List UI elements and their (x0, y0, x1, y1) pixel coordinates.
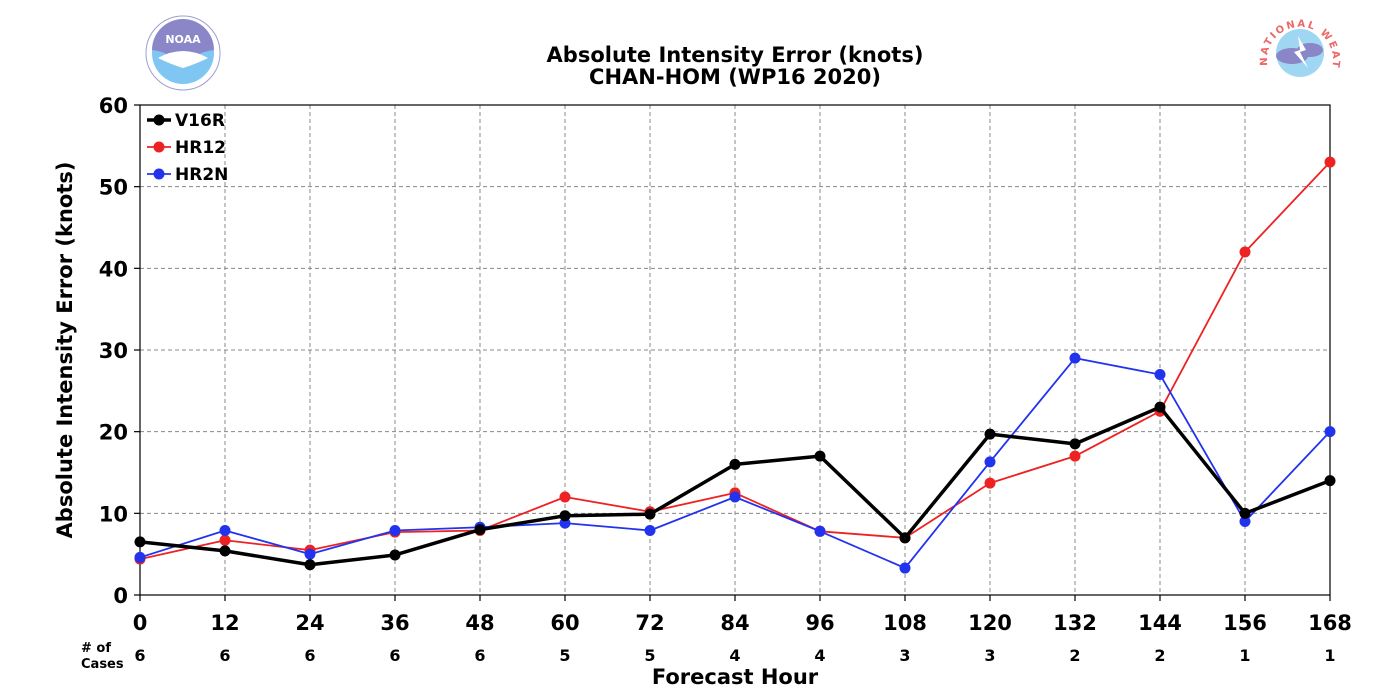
x-tick-label-72: 72 (635, 611, 664, 635)
legend-label-hr2n: HR2N (175, 165, 228, 185)
point-v16r-156 (1239, 507, 1251, 519)
x-tick-label-0: 0 (133, 611, 148, 635)
point-v16r-60 (559, 510, 571, 522)
y-tick-label-0: 0 (113, 584, 128, 608)
series-v16r (134, 401, 1336, 571)
point-hr2n-132 (1069, 352, 1081, 364)
series-group (134, 156, 1336, 574)
point-hr12-132 (1069, 450, 1081, 462)
cases-count-168: 1 (1324, 646, 1335, 665)
cases-count-156: 1 (1239, 646, 1250, 665)
point-hr12-12 (219, 534, 231, 546)
point-hr2n-12 (219, 524, 231, 536)
x-tick-label-156: 156 (1223, 611, 1267, 635)
cases-count-84: 4 (729, 646, 740, 665)
x-tick-label-108: 108 (883, 611, 927, 635)
cases-count-72: 5 (644, 646, 655, 665)
cases-count-36: 6 (389, 646, 400, 665)
x-axis: 0 12 24 36 48 60 72 84 96 108 120 132 144 156 168 (133, 595, 1352, 635)
point-v16r-96 (814, 450, 826, 462)
x-tick-label-12: 12 (210, 611, 239, 635)
y-tick-label-30: 30 (99, 339, 128, 363)
y-axis-label: Absolute Intensity Error (knots) (53, 162, 77, 539)
legend: V16R HR12 HR2N (147, 111, 228, 185)
x-tick-label-132: 132 (1053, 611, 1097, 635)
point-v16r-120 (984, 428, 996, 440)
point-hr2n-72 (644, 524, 656, 536)
legend-marker-hr2n (153, 168, 165, 180)
cases-count-144: 2 (1154, 646, 1165, 665)
point-v16r-12 (219, 545, 231, 557)
noaa-logo-text: NOAA (165, 33, 201, 46)
cases-count-24: 6 (304, 646, 315, 665)
cases-count-108: 3 (899, 646, 910, 665)
point-v16r-48 (474, 524, 486, 536)
point-hr12-156 (1239, 246, 1251, 258)
cases-row: 6 6 6 6 6 5 5 4 4 3 3 2 2 1 1 (134, 646, 1335, 665)
cases-label-line1: # of (81, 641, 111, 656)
point-v16r-24 (304, 559, 316, 571)
y-tick-label-60: 60 (99, 94, 128, 118)
x-tick-label-36: 36 (380, 611, 409, 635)
y-tick-label-50: 50 (99, 176, 128, 200)
point-hr2n-168 (1324, 426, 1336, 438)
legend-marker-hr12 (153, 141, 165, 153)
noaa-logo: NOAA (145, 15, 221, 91)
point-hr2n-144 (1154, 369, 1166, 380)
point-v16r-144 (1154, 401, 1166, 413)
x-tick-label-24: 24 (295, 611, 324, 635)
x-tick-label-120: 120 (968, 611, 1012, 635)
point-v16r-108 (899, 532, 911, 544)
point-hr12-120 (984, 477, 996, 489)
legend-label-v16r: V16R (175, 111, 225, 131)
cases-label-line2: Cases (81, 657, 124, 672)
y-tick-label-10: 10 (99, 502, 128, 526)
point-v16r-72 (644, 508, 656, 520)
x-tick-label-96: 96 (805, 611, 834, 635)
x-tick-label-48: 48 (465, 611, 494, 635)
point-hr2n-36 (389, 524, 401, 536)
chart-title: Absolute Intensity Error (knots) (547, 43, 924, 67)
legend-marker-v16r (153, 114, 165, 126)
point-hr2n-96 (814, 525, 826, 537)
y-tick-label-40: 40 (99, 257, 128, 281)
point-hr12-168 (1324, 156, 1336, 168)
cases-count-12: 6 (219, 646, 230, 665)
cases-count-60: 5 (559, 646, 570, 665)
point-hr2n-84 (729, 491, 741, 503)
point-v16r-132 (1069, 438, 1081, 450)
cases-count-96: 4 (814, 646, 825, 665)
x-tick-label-168: 168 (1308, 611, 1352, 635)
point-v16r-84 (729, 458, 741, 470)
point-v16r-0 (134, 536, 146, 548)
grid (140, 105, 1330, 595)
point-hr12-60 (559, 491, 571, 503)
legend-label-hr12: HR12 (175, 138, 226, 158)
point-hr2n-120 (984, 456, 996, 468)
cases-count-120: 3 (984, 646, 995, 665)
y-tick-label-20: 20 (99, 421, 128, 445)
point-hr2n-0 (134, 551, 146, 563)
chart-subtitle: CHAN-HOM (WP16 2020) (589, 65, 881, 89)
x-tick-label-144: 144 (1138, 611, 1182, 635)
cases-count-132: 2 (1069, 646, 1080, 665)
point-hr2n-108 (899, 562, 911, 574)
cases-count-48: 6 (474, 646, 485, 665)
x-axis-label: Forecast Hour (652, 665, 819, 689)
point-v16r-36 (389, 549, 401, 561)
point-hr2n-24 (304, 548, 316, 560)
y-axis: 0 10 20 30 40 50 60 (99, 94, 140, 608)
x-tick-label-60: 60 (550, 611, 579, 635)
x-tick-label-84: 84 (720, 611, 749, 635)
point-hr2n-156 (1239, 516, 1251, 527)
point-v16r-168 (1324, 475, 1336, 487)
cases-count-0: 6 (134, 646, 145, 665)
